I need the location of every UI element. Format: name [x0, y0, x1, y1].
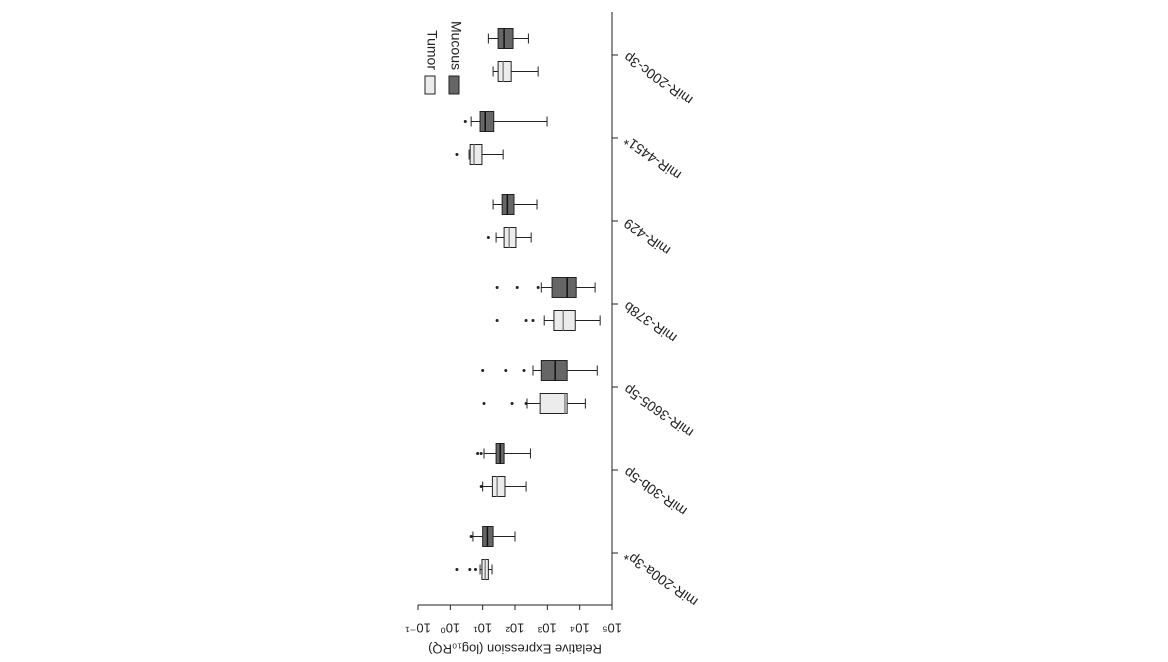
box [539, 393, 568, 414]
x-tick-label: 10³ [537, 621, 556, 636]
box [551, 277, 577, 298]
outlier [486, 236, 490, 239]
outlier [455, 568, 459, 571]
outlier [455, 153, 459, 156]
outlier [524, 319, 528, 322]
outlier [495, 286, 499, 289]
box [491, 476, 506, 497]
legend-swatch [448, 75, 460, 95]
box [497, 61, 512, 82]
outlier [504, 369, 508, 372]
outlier [524, 402, 528, 405]
outlier [469, 535, 473, 538]
x-tick-label: 10¹ [473, 621, 492, 636]
x-tick-label: 10⁴ [570, 621, 590, 636]
outlier [476, 452, 480, 455]
outlier [481, 369, 485, 372]
box [553, 310, 576, 331]
outlier [536, 286, 540, 289]
outlier [522, 369, 526, 372]
legend-label: Tumor [424, 30, 440, 70]
axis-title: Relative Expression (log₁₀RQ) [428, 642, 602, 657]
box [469, 144, 483, 165]
legend-swatch [424, 75, 436, 95]
outlier [479, 485, 483, 488]
outlier [463, 120, 467, 123]
box [479, 111, 495, 132]
x-tick-label: 10² [505, 621, 524, 636]
x-tick-label: 10⁻¹ [405, 621, 431, 636]
outlier [510, 402, 514, 405]
outlier [482, 402, 486, 405]
legend-label: Mucous [448, 21, 464, 70]
outlier [515, 286, 519, 289]
outlier [495, 319, 499, 322]
outlier [479, 452, 483, 455]
outlier [473, 568, 477, 571]
box [540, 360, 568, 381]
outlier [531, 319, 535, 322]
x-tick-label: 10⁰ [440, 621, 460, 636]
box [497, 28, 514, 49]
box [503, 227, 517, 248]
outlier [468, 568, 472, 571]
x-tick-label: 10⁵ [602, 621, 622, 636]
